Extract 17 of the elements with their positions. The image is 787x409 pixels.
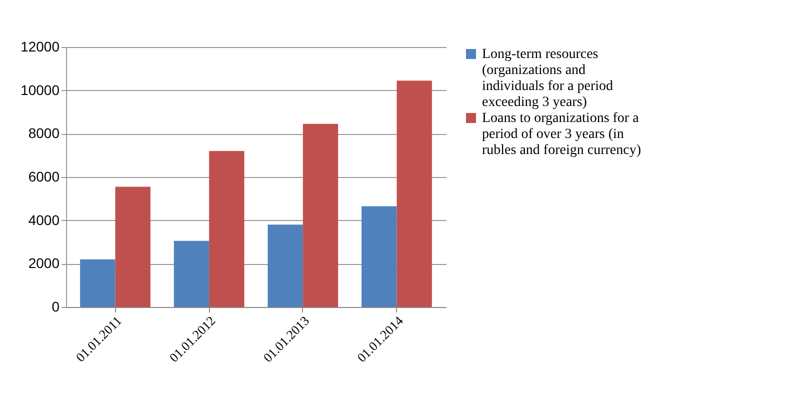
- bar: [115, 186, 150, 307]
- bar: [268, 224, 303, 307]
- bar: [302, 124, 338, 307]
- bar: [209, 151, 244, 307]
- y-tick-label: 2000: [28, 255, 60, 272]
- y-tick-label: 10000: [20, 82, 60, 98]
- y-tick-label: 6000: [28, 168, 60, 184]
- bar: [80, 259, 116, 307]
- y-tick-label: 8000: [28, 125, 60, 142]
- y-tick-label: 4000: [28, 212, 60, 228]
- legend-label: Long-term resources (organizations and individuals for a period exceeding 3 years): [482, 47, 614, 110]
- y-tick-label: 12000: [20, 38, 60, 54]
- y-tick-label: 0: [52, 298, 60, 314]
- bar: [396, 80, 432, 307]
- legend-label: Loans to organizations for a period of over 3 years (in rubles and foreign currency): [482, 111, 642, 158]
- bar: [174, 240, 210, 307]
- bar: [362, 206, 397, 307]
